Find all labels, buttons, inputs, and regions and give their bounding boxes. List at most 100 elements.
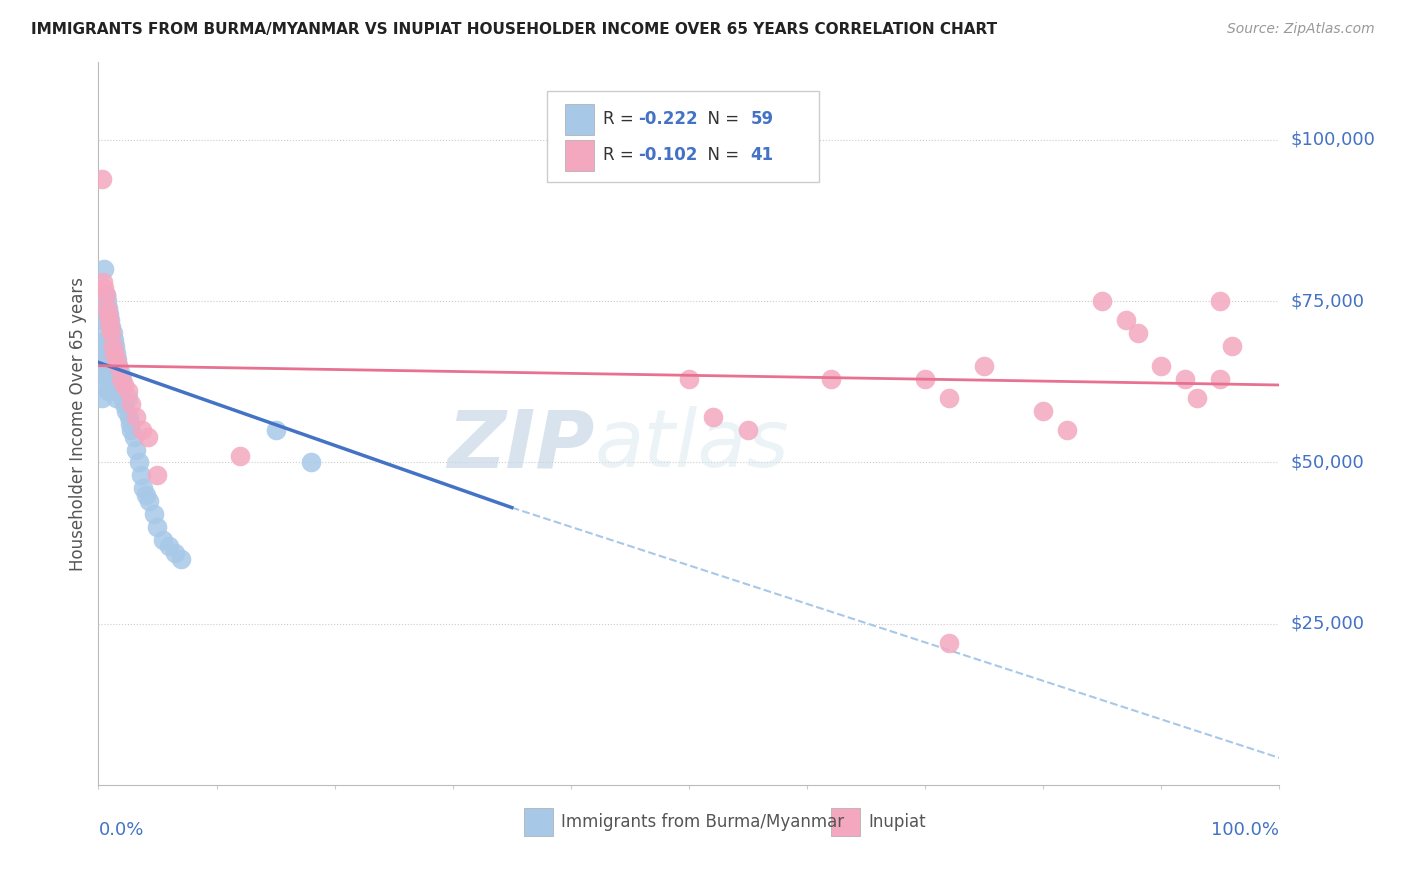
Point [97, 301, 120, 315]
Point [96, 301, 118, 315]
Point [122, 429, 145, 443]
Text: N =: N = [697, 146, 745, 164]
Point [96, 371, 118, 385]
Point [89, 359, 111, 373]
Text: N =: N = [697, 110, 745, 128]
Point [112, 391, 135, 405]
Point [1220, 339, 1243, 353]
Text: 0.0%: 0.0% [98, 821, 143, 839]
Text: IMMIGRANTS FROM BURMA/MYANMAR VS INUPIAT HOUSEHOLDER INCOME OVER 65 YEARS CORREL: IMMIGRANTS FROM BURMA/MYANMAR VS INUPIAT… [31, 22, 997, 37]
Point [96, 339, 118, 353]
Point [98, 352, 121, 367]
Point [914, 371, 936, 385]
Point [105, 352, 128, 367]
Point [97, 384, 120, 399]
Point [98, 307, 121, 321]
Point [100, 326, 122, 341]
Point [138, 494, 160, 508]
Point [973, 359, 995, 373]
Point [91, 171, 114, 186]
Point [157, 539, 180, 553]
Point [702, 410, 724, 425]
Text: $25,000: $25,000 [1291, 615, 1365, 632]
Y-axis label: Householder Income Over 65 years: Householder Income Over 65 years [69, 277, 87, 571]
Point [100, 371, 122, 385]
Text: atlas: atlas [595, 407, 789, 484]
Point [107, 359, 129, 373]
Point [678, 371, 700, 385]
Point [1056, 423, 1078, 437]
Point [264, 423, 287, 437]
Point [103, 345, 125, 359]
Point [1185, 391, 1208, 405]
Text: $50,000: $50,000 [1291, 453, 1364, 471]
Point [1115, 313, 1137, 327]
Bar [565, 140, 595, 171]
Point [91, 313, 114, 327]
Point [820, 371, 842, 385]
Point [114, 404, 136, 418]
Point [101, 326, 124, 341]
Point [120, 417, 142, 431]
Point [96, 294, 118, 309]
Point [98, 320, 121, 334]
Text: R =: R = [603, 110, 638, 128]
Point [737, 423, 759, 437]
Point [97, 345, 120, 359]
Text: 59: 59 [751, 110, 773, 128]
Point [1091, 294, 1114, 309]
Point [103, 384, 125, 399]
Text: Inupiat: Inupiat [869, 813, 927, 830]
Point [142, 507, 165, 521]
Text: 100.0%: 100.0% [1212, 821, 1279, 839]
Point [101, 378, 124, 392]
Point [299, 455, 322, 469]
Point [1126, 326, 1149, 341]
Point [128, 455, 150, 469]
Point [93, 261, 115, 276]
Point [98, 313, 121, 327]
Point [1209, 371, 1232, 385]
Point [117, 391, 139, 405]
Point [90, 378, 112, 392]
Point [94, 287, 117, 301]
Point [91, 359, 114, 373]
Point [111, 371, 134, 385]
Point [132, 481, 155, 495]
Point [108, 365, 131, 379]
Point [1150, 359, 1173, 373]
Bar [523, 808, 553, 836]
Text: Source: ZipAtlas.com: Source: ZipAtlas.com [1227, 22, 1375, 37]
Point [100, 320, 122, 334]
Point [91, 275, 114, 289]
Point [229, 449, 252, 463]
Point [146, 520, 169, 534]
FancyBboxPatch shape [547, 91, 818, 182]
Point [112, 397, 135, 411]
Point [112, 378, 135, 392]
Point [165, 546, 187, 560]
Text: ZIP: ZIP [447, 407, 595, 484]
Point [110, 378, 132, 392]
Point [105, 391, 128, 405]
Point [146, 468, 169, 483]
Point [135, 488, 157, 502]
Point [1032, 404, 1054, 418]
Text: $75,000: $75,000 [1291, 292, 1365, 310]
Point [97, 307, 120, 321]
Point [94, 287, 117, 301]
Point [125, 410, 148, 425]
Point [94, 333, 117, 347]
Point [121, 397, 143, 411]
Point [91, 391, 114, 405]
Text: R =: R = [603, 146, 638, 164]
Point [131, 423, 153, 437]
Point [121, 423, 143, 437]
Text: $100,000: $100,000 [1291, 131, 1375, 149]
Point [105, 352, 128, 367]
Point [125, 442, 148, 457]
Point [110, 371, 132, 385]
Point [118, 410, 141, 425]
Point [105, 345, 128, 359]
Bar [831, 808, 860, 836]
